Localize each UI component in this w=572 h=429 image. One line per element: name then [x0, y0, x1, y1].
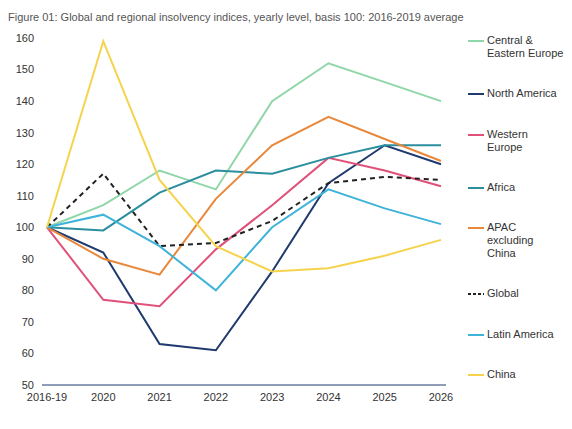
svg-text:2021: 2021 — [147, 391, 171, 403]
svg-text:2024: 2024 — [316, 391, 340, 403]
svg-text:70: 70 — [22, 316, 34, 328]
html-text:Latin America: Latin America — [487, 327, 554, 340]
html-text:Central & Eastern Europe: Central & Eastern Europe — [487, 34, 564, 59]
html-text:Africa: Africa — [487, 180, 516, 193]
svg-text:150: 150 — [16, 63, 34, 75]
svg-text:60: 60 — [22, 347, 34, 359]
html-text:North America: North America — [487, 87, 557, 100]
svg-text:120: 120 — [16, 158, 34, 170]
html-text:China: China — [487, 368, 516, 380]
svg-text:2020: 2020 — [91, 391, 115, 403]
svg-text:90: 90 — [22, 253, 34, 265]
svg-text:2025: 2025 — [372, 391, 396, 403]
svg-text:140: 140 — [16, 95, 34, 107]
svg-text:160: 160 — [16, 32, 34, 44]
svg-text:2016-19: 2016-19 — [27, 391, 67, 403]
html-text:APAC excluding China: APAC excluding China — [487, 221, 534, 260]
svg-text:130: 130 — [16, 127, 34, 139]
html-text:Global: Global — [487, 287, 519, 300]
html-text:Figure 01: Global and regional: Figure 01: Global and regional insolvenc… — [8, 11, 464, 23]
svg-text:100: 100 — [16, 221, 34, 233]
svg-text:50: 50 — [22, 379, 34, 391]
svg-text:2022: 2022 — [204, 391, 228, 403]
svg-text:110: 110 — [16, 190, 34, 202]
svg-text:2026: 2026 — [429, 391, 453, 403]
svg-text:2023: 2023 — [260, 391, 284, 403]
svg-text:80: 80 — [22, 284, 34, 296]
html-text:Western Europe: Western Europe — [487, 127, 528, 153]
